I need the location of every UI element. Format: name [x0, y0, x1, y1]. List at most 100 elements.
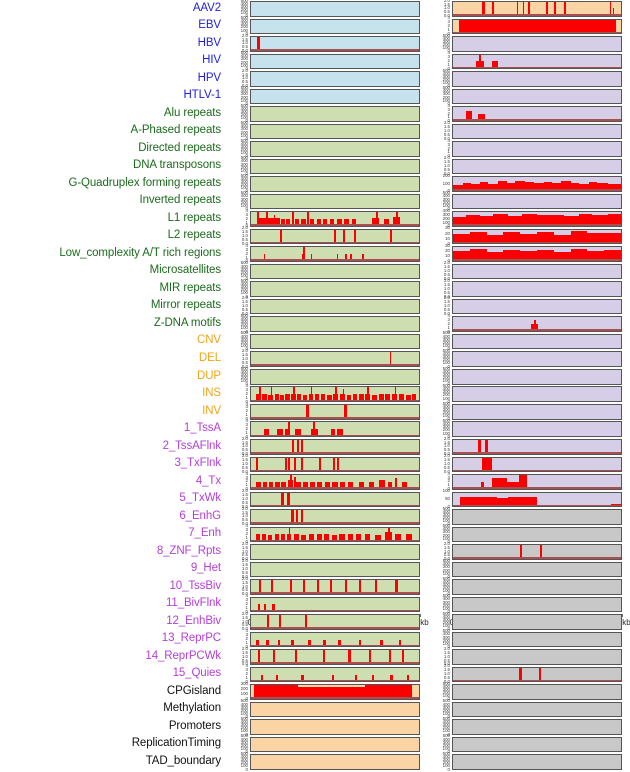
track-left-8-znf-rpts[interactable]: [250, 544, 420, 560]
y-tick-label: 300: [240, 336, 248, 342]
track-right-hbv[interactable]: [452, 36, 622, 52]
track-right-inv[interactable]: [452, 403, 622, 420]
track-left-dna-transposons[interactable]: [250, 158, 420, 175]
track-left-aav2[interactable]: [250, 1, 420, 17]
track-right-14-reprpcwk[interactable]: [452, 649, 622, 665]
track-right-cpgisland[interactable]: [452, 684, 622, 700]
track-right-15-quies[interactable]: [452, 666, 622, 683]
track-right-8-znf-rpts[interactable]: [452, 544, 622, 560]
track-left-hiv[interactable]: [250, 53, 420, 70]
track-right-3-txflnk[interactable]: [452, 456, 622, 473]
track-right-11-bivflnk[interactable]: [452, 596, 622, 613]
track-right-mirror-repeats[interactable]: [452, 298, 622, 315]
track-left-2-tssaflnk[interactable]: [250, 439, 420, 455]
track-right-methylation[interactable]: [452, 701, 622, 718]
track-left-7-enh[interactable]: [250, 526, 420, 543]
track-right-z-dna-motifs[interactable]: [452, 316, 622, 332]
track-left-mirror-repeats[interactable]: [250, 298, 420, 315]
track-right-ebv[interactable]: [452, 18, 622, 35]
track-right-mir-repeats[interactable]: [452, 281, 622, 297]
track-right-hiv[interactable]: [452, 53, 622, 70]
data-bar: [376, 212, 378, 226]
baseline: [453, 469, 621, 472]
track-left-cnv[interactable]: [250, 333, 420, 350]
track-right-hpv[interactable]: [452, 71, 622, 87]
track-left-cpgisland[interactable]: [250, 684, 420, 700]
track-right-htlv-1[interactable]: [452, 88, 622, 105]
track-left-dup[interactable]: [250, 368, 420, 385]
track-left-4-tx[interactable]: [250, 474, 420, 490]
track-left-hpv[interactable]: [250, 71, 420, 87]
track-right-10-tssbiv[interactable]: [452, 579, 622, 595]
track-right-dup[interactable]: [452, 368, 622, 385]
track-left-z-dna-motifs[interactable]: [250, 316, 420, 332]
track-right-directed-repeats[interactable]: [452, 141, 622, 157]
track-left-promoters[interactable]: [250, 719, 420, 735]
track-right-7-enh[interactable]: [452, 526, 622, 543]
track-left-6-enhg[interactable]: [250, 509, 420, 525]
track-left-mir-repeats[interactable]: [250, 281, 420, 297]
track-right-l2-repeats[interactable]: [452, 228, 622, 245]
track-right-del[interactable]: [452, 351, 622, 367]
track-left-5-txwk[interactable]: [250, 491, 420, 508]
track-left-l1-repeats[interactable]: [250, 211, 420, 227]
track-left-9-het[interactable]: [250, 561, 420, 578]
track-left-1-tssa[interactable]: [250, 421, 420, 438]
track-right-l1-repeats[interactable]: [452, 211, 622, 227]
track-left-l2-repeats[interactable]: [250, 228, 420, 245]
track-right-cnv[interactable]: [452, 333, 622, 350]
track-right-replicationtiming[interactable]: [452, 736, 622, 753]
track-left-a-phased-repeats[interactable]: [250, 123, 420, 140]
y-tick-label: 400: [442, 526, 450, 532]
track-left-del[interactable]: [250, 351, 420, 367]
track-right-a-phased-repeats[interactable]: [452, 123, 622, 140]
track-left-methylation[interactable]: [250, 701, 420, 718]
track-left-ins[interactable]: [250, 386, 420, 403]
track-left-ebv[interactable]: [250, 18, 420, 35]
track-right-4-tx[interactable]: [452, 474, 622, 490]
track-right-13-reprpc[interactable]: [452, 631, 622, 648]
track-left-alu-repeats[interactable]: [250, 106, 420, 122]
track-left-g-quadruplex-forming-repeats[interactable]: [250, 176, 420, 192]
track-right-9-het[interactable]: [452, 561, 622, 578]
y-axis-left-13: 0.0 0.5 1.0 1.5 2.0: [228, 225, 249, 245]
track-left-microsatellites[interactable]: [250, 263, 420, 280]
track-left-replicationtiming[interactable]: [250, 736, 420, 753]
y-tick-label: 1.0: [443, 443, 450, 449]
y-axis-left-29: 0.0 0.5 1.0 1.5 2.0: [228, 506, 249, 526]
track-right-low-complexity-a-t-rich-regions[interactable]: [452, 246, 622, 262]
track-right-g-quadruplex-forming-repeats[interactable]: [452, 176, 622, 192]
track-left-15-quies[interactable]: [250, 666, 420, 683]
track-right-6-enhg[interactable]: [452, 509, 622, 525]
track-right-aav2[interactable]: [452, 1, 622, 17]
track-left-inv[interactable]: [250, 403, 420, 420]
track-right-12-enhbiv[interactable]: [452, 614, 622, 630]
track-left-htlv-1[interactable]: [250, 88, 420, 105]
track-left-inverted-repeats[interactable]: [250, 193, 420, 210]
data-bar: [263, 254, 266, 261]
track-left-hbv[interactable]: [250, 36, 420, 52]
track-left-13-reprpc[interactable]: [250, 631, 420, 648]
track-left-14-reprpcwk[interactable]: [250, 649, 420, 665]
track-right-dna-transposons[interactable]: [452, 158, 622, 175]
track-right-tad-boundary[interactable]: [452, 754, 622, 770]
track-right-ins[interactable]: [452, 386, 622, 403]
track-right-promoters[interactable]: [452, 719, 622, 735]
baseline: [453, 679, 621, 682]
track-right-inverted-repeats[interactable]: [452, 193, 622, 210]
y-tick-label: 500: [240, 733, 248, 739]
track-right-2-tssaflnk[interactable]: [452, 439, 622, 455]
track-left-directed-repeats[interactable]: [250, 141, 420, 157]
track-left-12-enhbiv[interactable]: [250, 614, 420, 630]
track-right-1-tssa[interactable]: [452, 421, 622, 438]
track-left-3-txflnk[interactable]: [250, 456, 420, 473]
track-left-tad-boundary[interactable]: [250, 754, 420, 770]
track-left-low-complexity-a-t-rich-regions[interactable]: [250, 246, 420, 262]
track-left-10-tssbiv[interactable]: [250, 579, 420, 595]
track-right-5-txwk[interactable]: [452, 491, 622, 508]
track-right-alu-repeats[interactable]: [452, 106, 622, 122]
plot-area: [251, 212, 419, 226]
track-right-microsatellites[interactable]: [452, 263, 622, 280]
track-left-11-bivflnk[interactable]: [250, 596, 420, 613]
y-tick-label: 500: [442, 733, 450, 739]
